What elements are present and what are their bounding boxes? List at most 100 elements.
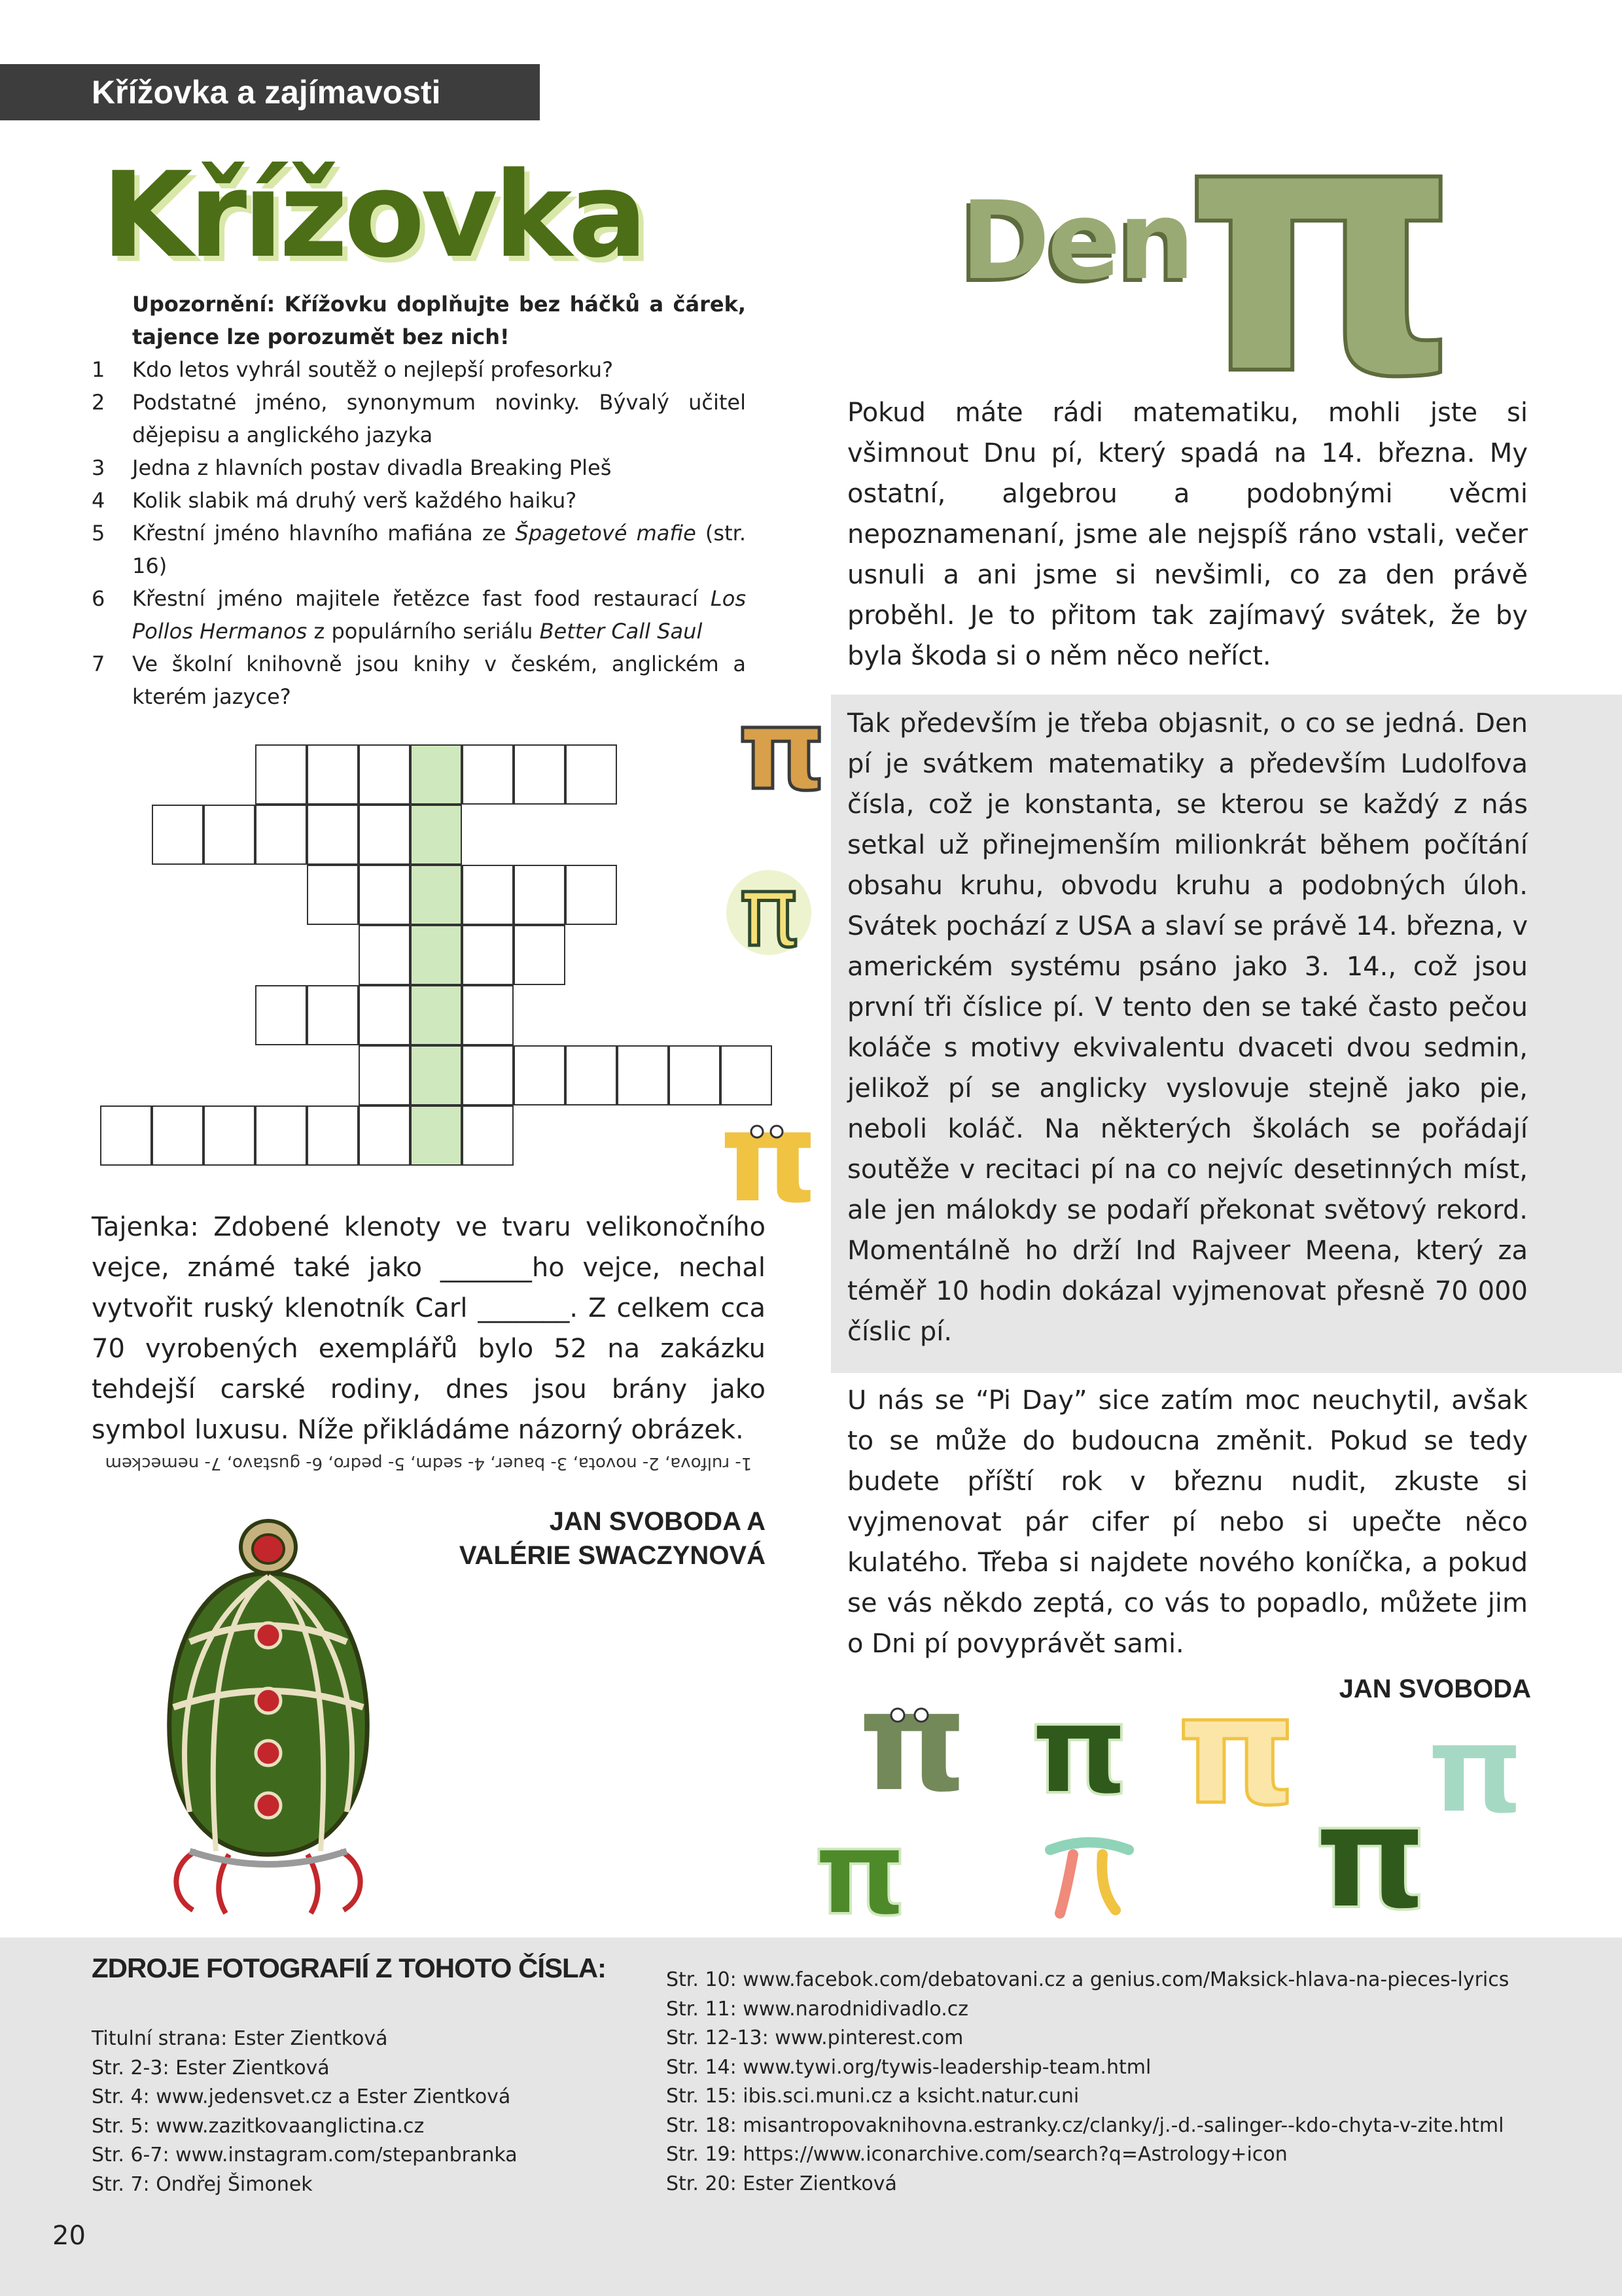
clue-text-italic: Los Pollos Hermanos	[132, 586, 746, 644]
crossword-cell[interactable]	[669, 1045, 720, 1105]
source-item: Str. 19: https://www.iconarchive.com/sea…	[666, 2143, 1288, 2166]
crossword-cell[interactable]	[255, 805, 307, 865]
svg-text:π: π	[720, 1102, 818, 1213]
pi-title-symbol-icon: π	[1180, 114, 1463, 389]
crossword-cell[interactable]	[255, 985, 307, 1045]
source-item: Str. 2-3: Ester Zientková	[92, 2056, 330, 2079]
pi-decoration-icon: π	[1313, 1792, 1429, 1923]
crossword-cell[interactable]	[514, 925, 565, 985]
svg-text:π: π	[1314, 1792, 1428, 1923]
pi-decoration-icon: π	[720, 1102, 818, 1213]
clue-3: 3 Jedna z hlavních postav divadla Breaki…	[92, 451, 746, 484]
crossword-cell[interactable]	[307, 1105, 359, 1166]
svg-text:π: π	[858, 1681, 967, 1805]
crossword-cell[interactable]	[514, 865, 565, 925]
clue-number: 2	[92, 390, 105, 415]
source-item: Str. 6-7: www.instagram.com/stepanbranka	[92, 2144, 518, 2166]
crossword-cell[interactable]	[720, 1045, 772, 1105]
crossword-cell[interactable]	[100, 1105, 152, 1166]
crossword-cell[interactable]	[359, 985, 410, 1045]
crossword-cell[interactable]	[565, 744, 617, 805]
crossword-clues: Upozornění: Křížovku doplňujte bez háčků…	[92, 288, 746, 713]
crossword-cell[interactable]	[152, 1105, 203, 1166]
clue-text: Ve školní knihovně jsou knihy v českém, …	[132, 652, 746, 709]
pi-decoration-icon: π	[726, 863, 811, 962]
crossword-cell[interactable]	[410, 925, 462, 985]
clue-number: 6	[92, 586, 105, 611]
crossword-cell[interactable]	[514, 1045, 565, 1105]
svg-text:π: π	[1426, 1711, 1525, 1828]
crossword-cell[interactable]	[307, 985, 359, 1045]
clue-text-part: (str. 16)	[132, 521, 746, 578]
clue-text-part: z populárního seriálu	[307, 619, 540, 644]
pi-day-paragraph-2: Tak především je třeba objasnit, o co se…	[847, 708, 1528, 1347]
crossword-cell[interactable]	[617, 1045, 669, 1105]
crossword-cell[interactable]	[410, 865, 462, 925]
svg-text:π: π	[739, 863, 798, 962]
crossword-cell[interactable]	[462, 985, 514, 1045]
clue-text: Křestní jméno hlavního mafiána ze Špaget…	[132, 517, 746, 582]
source-item: Str. 12-13: www.pinterest.com	[666, 2026, 964, 2049]
source-item: Str. 20: Ester Zientková	[666, 2172, 897, 2195]
source-item: Str. 7: Ondřej Šimonek	[92, 2172, 313, 2196]
clue-text: Jedna z hlavních postav divadla Breaking…	[132, 455, 612, 480]
crossword-cell[interactable]	[462, 925, 514, 985]
clue-number: 3	[92, 455, 105, 480]
clue-text-part: Křestní jméno majitele řetězce fast food…	[132, 586, 711, 611]
sources-left-list: Titulní strana: Ester Zientková Str. 2-3…	[92, 2025, 518, 2199]
clue-text: Podstatné jméno, synonymum novinky. Býva…	[132, 390, 746, 447]
clue-text: Kolik slabik má druhý verš každého haiku…	[132, 488, 577, 513]
clue-6: 6 Křestní jméno majitele řetězce fast fo…	[92, 582, 746, 648]
crossword-cell[interactable]	[410, 985, 462, 1045]
clue-2: 2 Podstatné jméno, synonymum novinky. Bý…	[92, 386, 746, 451]
clue-1: 1 Kdo letos vyhrál soutěž o nejlepší pro…	[92, 353, 746, 386]
pi-day-title: Den	[961, 178, 1195, 304]
crossword-cell[interactable]	[462, 744, 514, 805]
author-line: JAN SVOBODA A	[549, 1507, 766, 1536]
crossword-warning: Upozornění: Křížovku doplňujte bez háčků…	[132, 292, 746, 349]
crossword-cell[interactable]	[410, 805, 462, 865]
crossword-cell[interactable]	[359, 744, 410, 805]
crossword-cell[interactable]	[410, 744, 462, 805]
clue-number: 1	[92, 357, 105, 382]
svg-text:π: π	[1177, 1688, 1296, 1818]
crossword-cell[interactable]	[203, 1105, 255, 1166]
answers-upside-down: 1- rulfova, 2- novota, 3- bauer, 4- sedm…	[105, 1453, 752, 1473]
crossword-cell[interactable]	[462, 1045, 514, 1105]
clue-text-part: Křestní jméno hlavního mafiána ze	[132, 521, 516, 546]
crossword-cell[interactable]	[203, 805, 255, 865]
crossword-cell[interactable]	[307, 865, 359, 925]
crossword-cell[interactable]	[307, 805, 359, 865]
crossword-cell[interactable]	[359, 865, 410, 925]
crossword-cell[interactable]	[255, 744, 307, 805]
clue-number: 4	[92, 488, 105, 513]
sources-title: ZDROJE FOTOGRAFIÍ Z TOHOTO ČÍSLA:	[92, 1953, 607, 1983]
crossword-cell[interactable]	[152, 805, 203, 865]
crossword-cell[interactable]	[410, 1105, 462, 1166]
sources-panel	[0, 1938, 1622, 2296]
clue-text: Křestní jméno majitele řetězce fast food…	[132, 582, 746, 648]
crossword-cell[interactable]	[307, 744, 359, 805]
clue-number: 5	[92, 521, 105, 546]
crossword-cell[interactable]	[359, 805, 410, 865]
crossword-cell[interactable]	[255, 1105, 307, 1166]
pi-day-paragraph-3: U nás se “Pi Day” sice zatím moc neuchyt…	[847, 1385, 1528, 1659]
source-item: Str. 4: www.jedensvet.cz a Ester Zientko…	[92, 2085, 511, 2108]
clue-5: 5 Křestní jméno hlavního mafiána ze Špag…	[92, 517, 746, 582]
crossword-cell[interactable]	[462, 865, 514, 925]
crossword-cell[interactable]	[359, 925, 410, 985]
author-line: VALÉRIE SWACZYNOVÁ	[459, 1541, 766, 1570]
crossword-author: JAN SVOBODA A VALÉRIE SWACZYNOVÁ	[419, 1505, 766, 1573]
crossword-cell[interactable]	[565, 1045, 617, 1105]
crossword-cell[interactable]	[410, 1045, 462, 1105]
crossword-cell[interactable]	[359, 1105, 410, 1166]
section-tag: Křížovka a zajímavosti	[0, 64, 540, 120]
source-item: Titulní strana: Ester Zientková	[92, 2027, 388, 2050]
clue-text-italic: Špagetové mafie	[515, 521, 696, 546]
crossword-cell[interactable]	[359, 1045, 410, 1105]
source-item: Str. 11: www.narodnidivadlo.cz	[666, 1997, 968, 2021]
pi-decoration-icon: π	[813, 1818, 908, 1930]
crossword-cell[interactable]	[514, 744, 565, 805]
crossword-cell[interactable]	[462, 1105, 514, 1166]
crossword-cell[interactable]	[565, 865, 617, 925]
